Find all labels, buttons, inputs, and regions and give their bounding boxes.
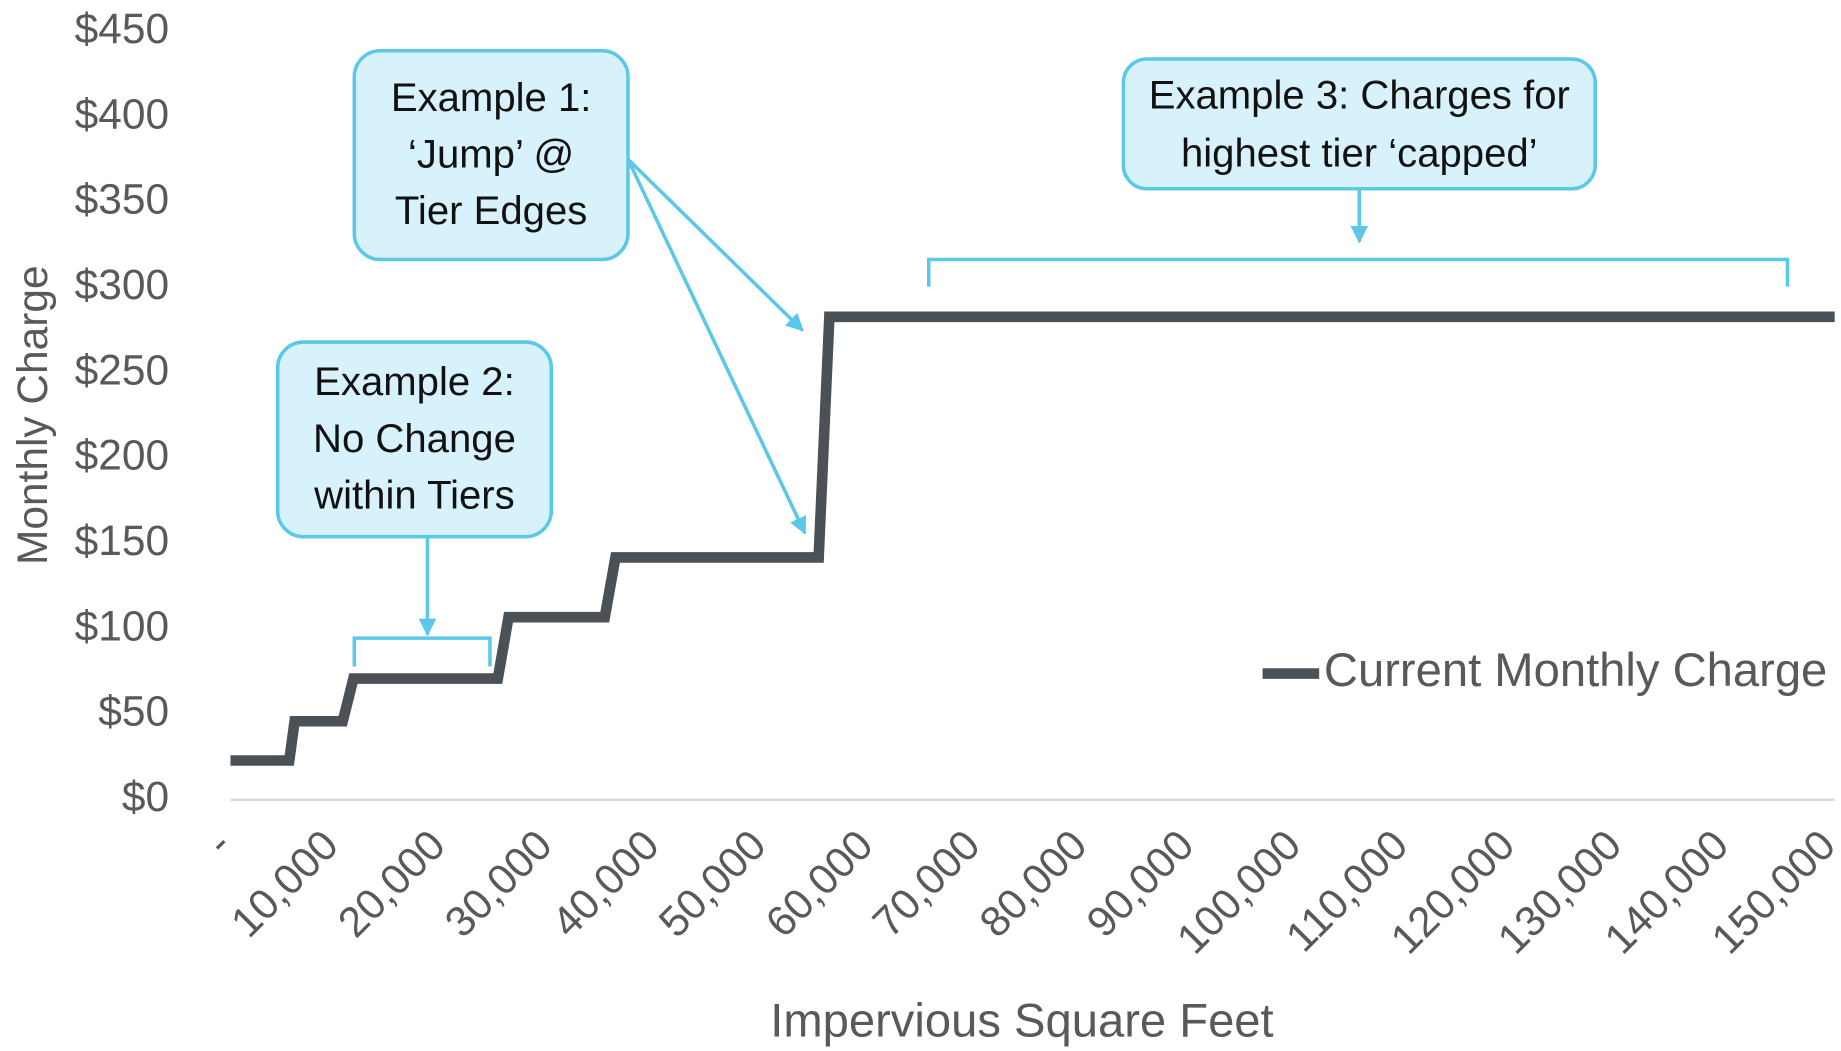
x-tick-label: 60,000 [757,821,882,946]
x-tick-label: 30,000 [436,821,561,946]
y-axis-title: Monthly Charge [9,265,56,565]
bracket [926,257,1790,287]
bracket [352,636,492,667]
annotation-text: Example 1: [391,76,592,120]
y-tick-label: $300 [75,261,169,308]
x-tick-label: 10,000 [222,821,347,946]
annotation-text: within Tiers [313,473,515,517]
y-tick-label: $150 [75,517,169,564]
annotation-text: Example 3: Charges for [1149,73,1570,117]
callout-box [352,48,630,262]
y-tick-label: $250 [75,346,169,393]
y-tick-label: $50 [98,688,169,735]
annotation-text: Tier Edges [395,189,587,233]
y-tick-label: $450 [75,5,169,52]
x-tick-label: 80,000 [971,821,1096,946]
y-tick-label: $100 [75,602,169,649]
data-line [230,311,1835,766]
annotation-text: ‘Jump’ @ [408,132,574,176]
callout-box [275,340,554,539]
y-tick-label: $350 [75,176,169,223]
callout-arrow [626,157,804,332]
annotation-text: highest tier ‘capped’ [1181,131,1538,175]
y-tick-label: $0 [122,773,169,820]
legend-label: Current Monthly Charge [1324,643,1827,696]
y-tick-label: $400 [75,90,169,137]
x-axis-title: Impervious Square Feet [770,993,1273,1046]
annotation-text: No Change [313,417,516,461]
callout-arrow [626,158,807,535]
x-tick-label: 20,000 [329,821,454,946]
annotation-text: Example 2: [314,360,515,404]
x-tick-label: 50,000 [650,821,775,946]
x-tick-label: 70,000 [864,821,989,946]
x-tick-label: 40,000 [543,821,668,946]
y-tick-label: $200 [75,432,169,479]
x-tick-label: - [197,821,240,864]
